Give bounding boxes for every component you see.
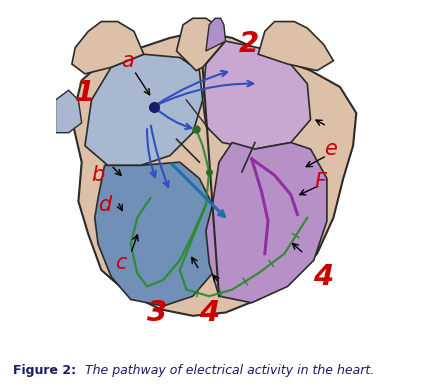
Text: 1: 1 — [75, 80, 95, 107]
Text: The pathway of electrical activity in the heart.: The pathway of electrical activity in th… — [77, 364, 374, 378]
Polygon shape — [177, 18, 222, 71]
Polygon shape — [206, 18, 226, 51]
Polygon shape — [85, 54, 203, 165]
Text: 4: 4 — [314, 263, 334, 291]
Polygon shape — [203, 41, 311, 149]
Polygon shape — [56, 90, 81, 133]
Text: Figure 2:: Figure 2: — [13, 364, 76, 378]
Polygon shape — [72, 22, 144, 74]
Text: c: c — [115, 253, 127, 274]
Text: 3: 3 — [147, 298, 167, 327]
Text: e: e — [324, 139, 337, 159]
Text: b: b — [92, 165, 105, 185]
Text: d: d — [98, 195, 111, 215]
Polygon shape — [95, 162, 219, 306]
Text: 2: 2 — [238, 30, 258, 59]
Text: 4: 4 — [199, 298, 219, 327]
Polygon shape — [206, 142, 327, 303]
Polygon shape — [258, 22, 333, 71]
Text: F: F — [314, 172, 326, 192]
Text: a: a — [121, 51, 134, 71]
Polygon shape — [72, 31, 357, 316]
